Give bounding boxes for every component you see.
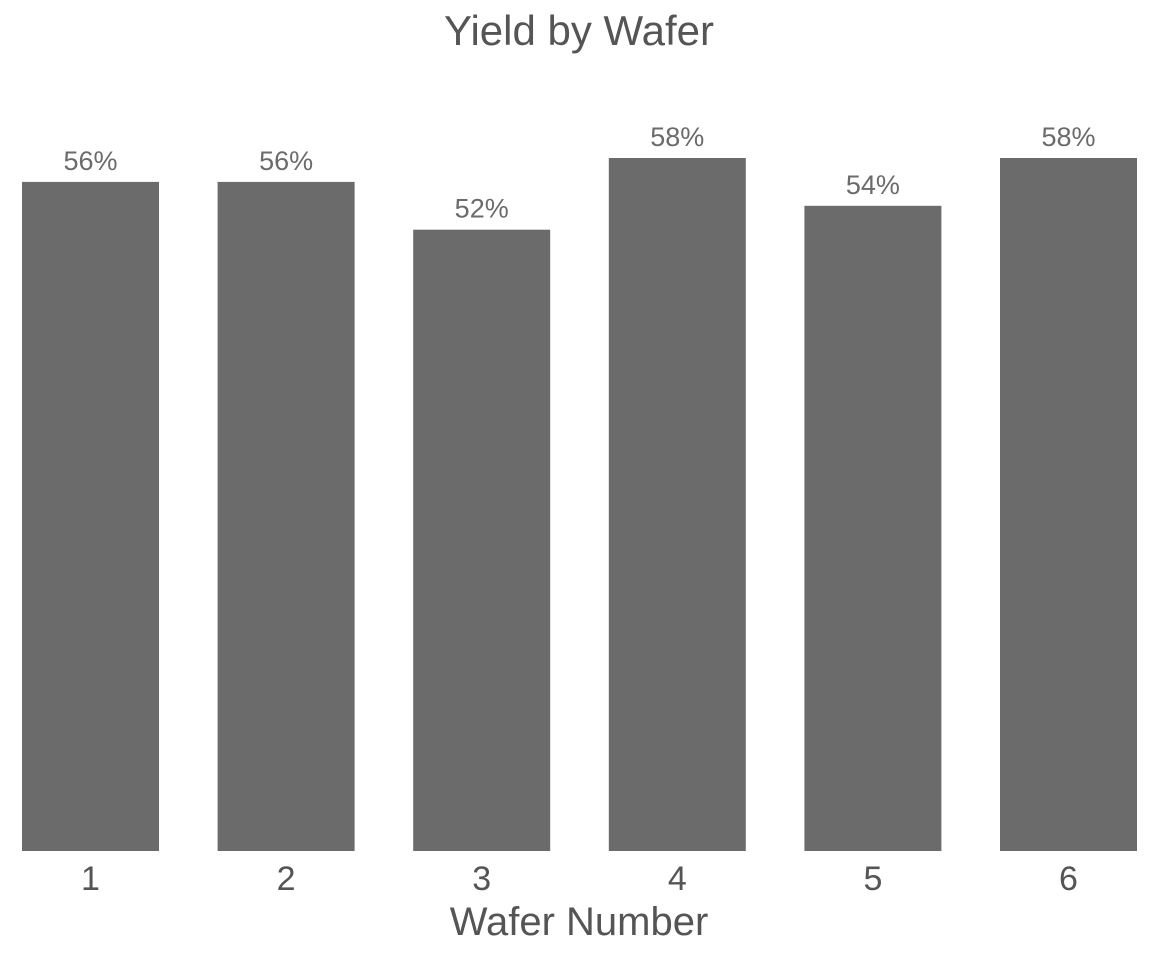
bars-group	[22, 158, 1137, 852]
bar-2	[217, 181, 355, 851]
x-tick-label-4: 4	[668, 860, 687, 898]
data-label-4: 58%	[650, 122, 704, 152]
data-label-6: 58%	[1041, 122, 1095, 152]
x-tick-labels-group: 1 2 3 4 5 6	[81, 860, 1078, 898]
x-tick-label-5: 5	[863, 860, 882, 898]
data-label-1: 56%	[63, 146, 117, 176]
bar-4	[608, 158, 746, 851]
data-label-5: 54%	[846, 170, 900, 200]
x-tick-label-3: 3	[472, 860, 491, 898]
bar-5	[804, 205, 942, 852]
bar-6	[1000, 158, 1137, 851]
chart-title: Yield by Wafer	[444, 7, 714, 54]
bar-3	[413, 229, 551, 851]
data-label-3: 52%	[455, 194, 509, 224]
x-tick-label-6: 6	[1059, 860, 1078, 898]
x-axis-label: Wafer Number	[450, 900, 709, 944]
x-tick-label-1: 1	[81, 860, 100, 898]
bar-1	[22, 181, 159, 851]
data-label-2: 56%	[259, 146, 313, 176]
x-tick-label-2: 2	[277, 860, 296, 898]
data-labels-group: 56% 56% 52% 58% 54% 58%	[63, 122, 1095, 224]
